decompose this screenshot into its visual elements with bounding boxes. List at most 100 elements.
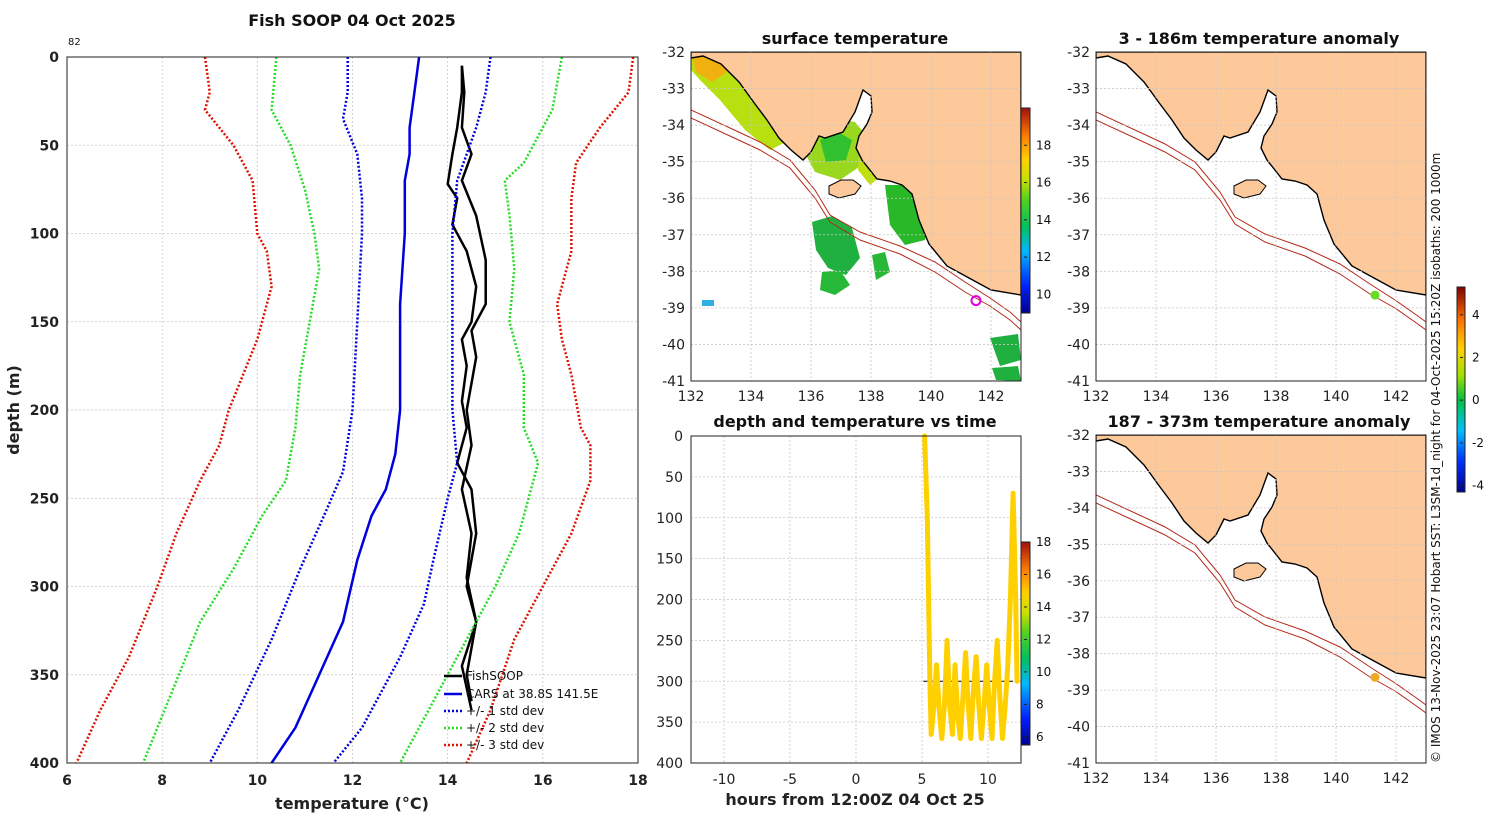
sst-patch-southeast: [990, 334, 1021, 366]
sst-map-title: surface temperature: [762, 29, 949, 48]
map-x-tick: 142: [1383, 389, 1410, 405]
anomaly-deep-frame: [1095, 434, 1427, 764]
colorbar-tick: 14: [1036, 213, 1051, 227]
anomaly-shallow-frame: [1095, 51, 1427, 382]
colorbar-tick: 8: [1036, 697, 1044, 711]
map-y-tick: -37: [662, 228, 685, 244]
colorbar-tick: 14: [1036, 600, 1051, 614]
ts-y-tick: 100: [656, 511, 683, 527]
colorbar-tick: 18: [1036, 535, 1051, 549]
sst-map-panel: surface temperature 132 134 136 13: [662, 29, 1051, 405]
map-x-tick: 142: [978, 389, 1005, 405]
series-std-lower-3: [141, 56, 321, 764]
map-x-tick: 134: [1143, 771, 1170, 787]
map-y-tick: -37: [1067, 610, 1090, 626]
series-fishsoop: [446, 65, 478, 711]
ts-y-tick: 400: [656, 756, 683, 772]
series-std-upper-2: [332, 56, 492, 764]
sst-patch-gulf-inner: [820, 132, 852, 162]
map-x-tick: 136: [798, 389, 825, 405]
colorbar-tick: 4: [1472, 308, 1480, 322]
map-x-tick: 136: [1203, 771, 1230, 787]
map-y-tick: -40: [1067, 720, 1090, 736]
legend-1std: +/- 1 std dev: [466, 704, 544, 718]
profile-y-tick: 250: [30, 491, 59, 507]
anomaly-shallow-panel: 3 - 186m temperature anomaly 132 134 136 13…: [1067, 29, 1427, 405]
colorbar-tick: 2: [1472, 350, 1480, 364]
ts-y-tick: 0: [674, 429, 683, 445]
colorbar-tick: 16: [1036, 567, 1051, 581]
map-x-tick: 138: [1263, 389, 1290, 405]
time-series-panel: depth and temperature vs time -10 -5 0 5 100…: [656, 412, 1051, 809]
anomaly-shallow-marker: [1370, 290, 1380, 300]
sst-map-content: [691, 52, 1021, 381]
map-x-tick: 132: [678, 389, 705, 405]
map-x-tick: 142: [1383, 771, 1410, 787]
profile-x-tick: 10: [248, 773, 268, 789]
map-y-tick: -36: [1067, 574, 1090, 590]
sst-map-ticks: 132 134 136 138 140 142 -32 -33 -34 -35 -36 -37 -38 -…: [662, 45, 1004, 405]
series-std-upper-4: [465, 56, 635, 764]
profile-corner-label: 82: [68, 37, 81, 48]
colorbar-tick: -4: [1472, 479, 1484, 493]
colorbar-tick: 12: [1036, 250, 1051, 264]
anomaly-shallow-ticks: 132 134 136 138 140 142 -32 -33 -34 -35 -36 -37 -38 -…: [1067, 45, 1409, 405]
map-y-tick: -40: [1067, 337, 1090, 353]
profile-x-axis-label: temperature (°C): [275, 794, 429, 813]
sst-patch-southeast-2: [992, 366, 1021, 381]
map-y-tick: -33: [1067, 464, 1090, 480]
map-x-tick: 140: [918, 389, 945, 405]
legend-fishsoop: FishSOOP: [466, 669, 523, 683]
map-y-tick: -38: [662, 264, 685, 280]
anomaly-deep-marker: [1370, 672, 1380, 682]
ts-y-tick: 150: [656, 552, 683, 568]
anomaly-colorbar-ticks: -4 -2 0 2 4: [1460, 308, 1484, 493]
colorbar-tick: 6: [1036, 730, 1044, 744]
map-x-tick: 132: [1083, 771, 1110, 787]
map-y-tick: -35: [662, 155, 685, 171]
map-y-tick: -40: [662, 337, 685, 353]
profile-panel: Fish SOOP 04 Oct 2025 82 6 8 10 12 14 16 18 0 5…: [4, 11, 648, 813]
ts-x-tick: -10: [713, 772, 736, 788]
map-y-tick: -32: [1067, 428, 1090, 444]
ts-y-tick: 50: [665, 470, 683, 486]
map-y-tick: -32: [662, 45, 685, 61]
map-x-tick: 136: [1203, 389, 1230, 405]
map-y-tick: -39: [1067, 301, 1090, 317]
ts-track-line: [922, 433, 1020, 741]
sst-patch-south-2: [820, 270, 850, 295]
map-y-tick: -36: [1067, 191, 1090, 207]
profile-y-ticks: 0 50 100 150 200 250 300 350 400: [30, 50, 59, 772]
legend-cars: CARS at 38.8S 141.5E: [466, 687, 598, 701]
profile-y-tick: 400: [30, 756, 59, 772]
sst-patch-cool: [702, 300, 714, 306]
map-y-tick: -37: [1067, 228, 1090, 244]
anomaly-shallow-title: 3 - 186m temperature anomaly: [1119, 29, 1400, 48]
profile-x-tick: 8: [157, 773, 167, 789]
ts-x-tick: 0: [852, 772, 861, 788]
time-series-track: [922, 433, 1020, 741]
map-x-tick: 134: [738, 389, 765, 405]
colorbar-tick: 10: [1036, 665, 1051, 679]
map-y-tick: -41: [1067, 756, 1090, 772]
vessel-position-marker: [970, 295, 982, 307]
profile-x-tick: 14: [438, 773, 458, 789]
map-y-tick: -32: [1067, 45, 1090, 61]
time-series-colorbar-ticks: 6 8 10 12 14 16 18: [1024, 535, 1051, 744]
map-y-tick: -34: [662, 118, 685, 134]
map-y-tick: -38: [1067, 264, 1090, 280]
profile-y-tick: 350: [30, 668, 59, 684]
anomaly-colorbar: [1457, 287, 1465, 492]
map-y-tick: -38: [1067, 647, 1090, 663]
map-x-tick: 134: [1143, 389, 1170, 405]
ts-x-tick: 5: [918, 772, 927, 788]
ts-y-tick: 200: [656, 593, 683, 609]
map-x-tick: 138: [1263, 771, 1290, 787]
map-y-tick: -41: [662, 374, 685, 390]
ts-x-tick: 10: [979, 772, 997, 788]
colorbar-tick: 0: [1472, 393, 1480, 407]
ts-y-tick: 350: [656, 715, 683, 731]
colorbar-tick: 10: [1036, 287, 1051, 301]
